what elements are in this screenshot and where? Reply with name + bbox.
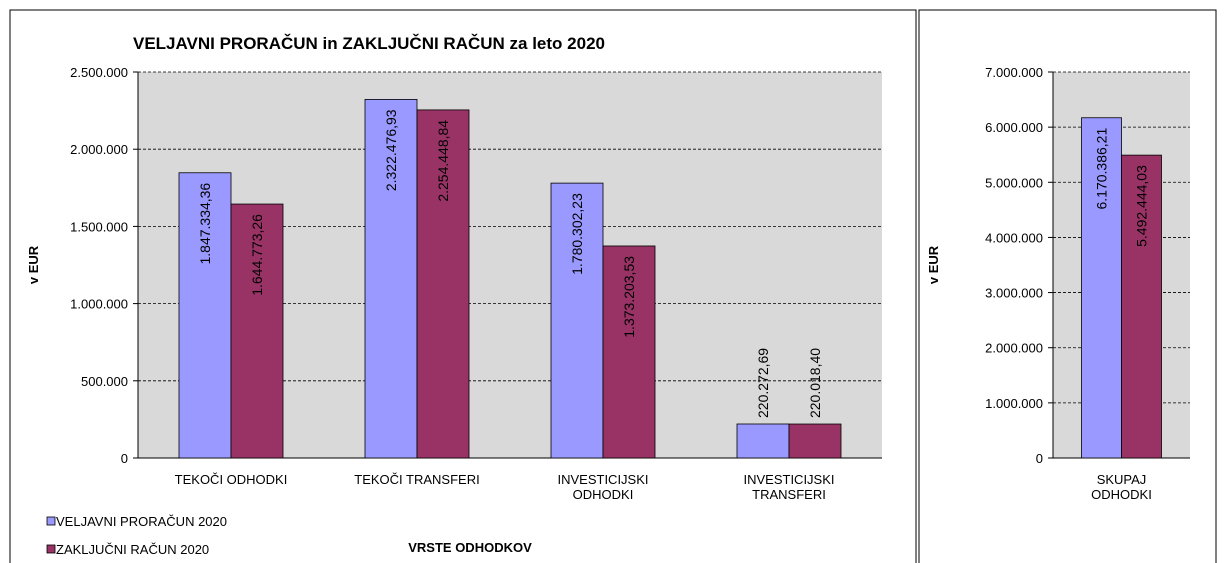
- x-tick-label: TEKOČI TRANSFERI: [354, 472, 479, 487]
- value-label: 2.322.476,93: [383, 109, 399, 191]
- x-tick-label: SKUPAJ ODHODKI: [1091, 472, 1152, 502]
- y-tick-label: 2.000.000: [70, 142, 128, 157]
- value-label: 5.492.444,03: [1134, 165, 1150, 247]
- y-tick-label: 3.000.000: [985, 286, 1043, 301]
- value-label: 1.644.773,26: [249, 214, 265, 296]
- bar: [1121, 154, 1162, 459]
- x-tick-label: TEKOČI ODHODKI: [175, 472, 288, 487]
- legend-swatch: [46, 516, 56, 526]
- y-tick-label: 1.500.000: [70, 219, 128, 234]
- value-label: 6.170.386,21: [1094, 128, 1110, 210]
- chart-border: [918, 9, 1217, 563]
- legend-label: VELJAVNI PRORAČUN 2020: [56, 514, 227, 529]
- y-tick-label: 4.000.000: [985, 230, 1043, 245]
- value-label: 1.373.203,53: [621, 256, 637, 338]
- chart-border: [9, 9, 917, 563]
- bar: [416, 109, 470, 459]
- x-tick-label: INVESTICIJSKI ODHODKI: [557, 472, 648, 502]
- bar: [736, 423, 790, 459]
- y-tick-label: 5.000.000: [985, 175, 1043, 190]
- y-tick-label: 2.000.000: [985, 341, 1043, 356]
- y-tick-label: 6.000.000: [985, 120, 1043, 135]
- value-label: 220.272,69: [755, 348, 771, 418]
- y-tick-label: 1.000.000: [985, 396, 1043, 411]
- x-tick-label: INVESTICIJSKI TRANSFERI: [743, 472, 834, 502]
- y-axis-title: v EUR: [926, 245, 941, 284]
- y-axis-title: v EUR: [26, 245, 41, 284]
- bar: [550, 182, 604, 459]
- y-tick-label: 2.500.000: [70, 65, 128, 80]
- value-label: 2.254.448,84: [435, 120, 451, 202]
- bar: [230, 203, 284, 459]
- y-tick-label: 1.000.000: [70, 297, 128, 312]
- bar: [1081, 117, 1122, 459]
- x-axis-title: VRSTE ODHODKOV: [408, 540, 532, 555]
- value-label: 1.847.334,36: [197, 183, 213, 265]
- value-label: 1.780.302,23: [569, 193, 585, 275]
- bar: [788, 423, 842, 459]
- bar: [364, 99, 418, 459]
- legend-swatch: [46, 544, 56, 554]
- chart-title: VELJAVNI PRORAČUN in ZAKLJUČNI RAČUN za …: [133, 34, 605, 53]
- y-tick-label: 0: [121, 451, 128, 466]
- value-label: 220.018,40: [807, 348, 823, 418]
- y-tick-label: 500.000: [81, 374, 128, 389]
- legend-label: ZAKLJUČNI RAČUN 2020: [56, 542, 209, 557]
- bar: [602, 245, 656, 459]
- y-tick-label: 7.000.000: [985, 65, 1043, 80]
- y-tick-label: 0: [1036, 451, 1043, 466]
